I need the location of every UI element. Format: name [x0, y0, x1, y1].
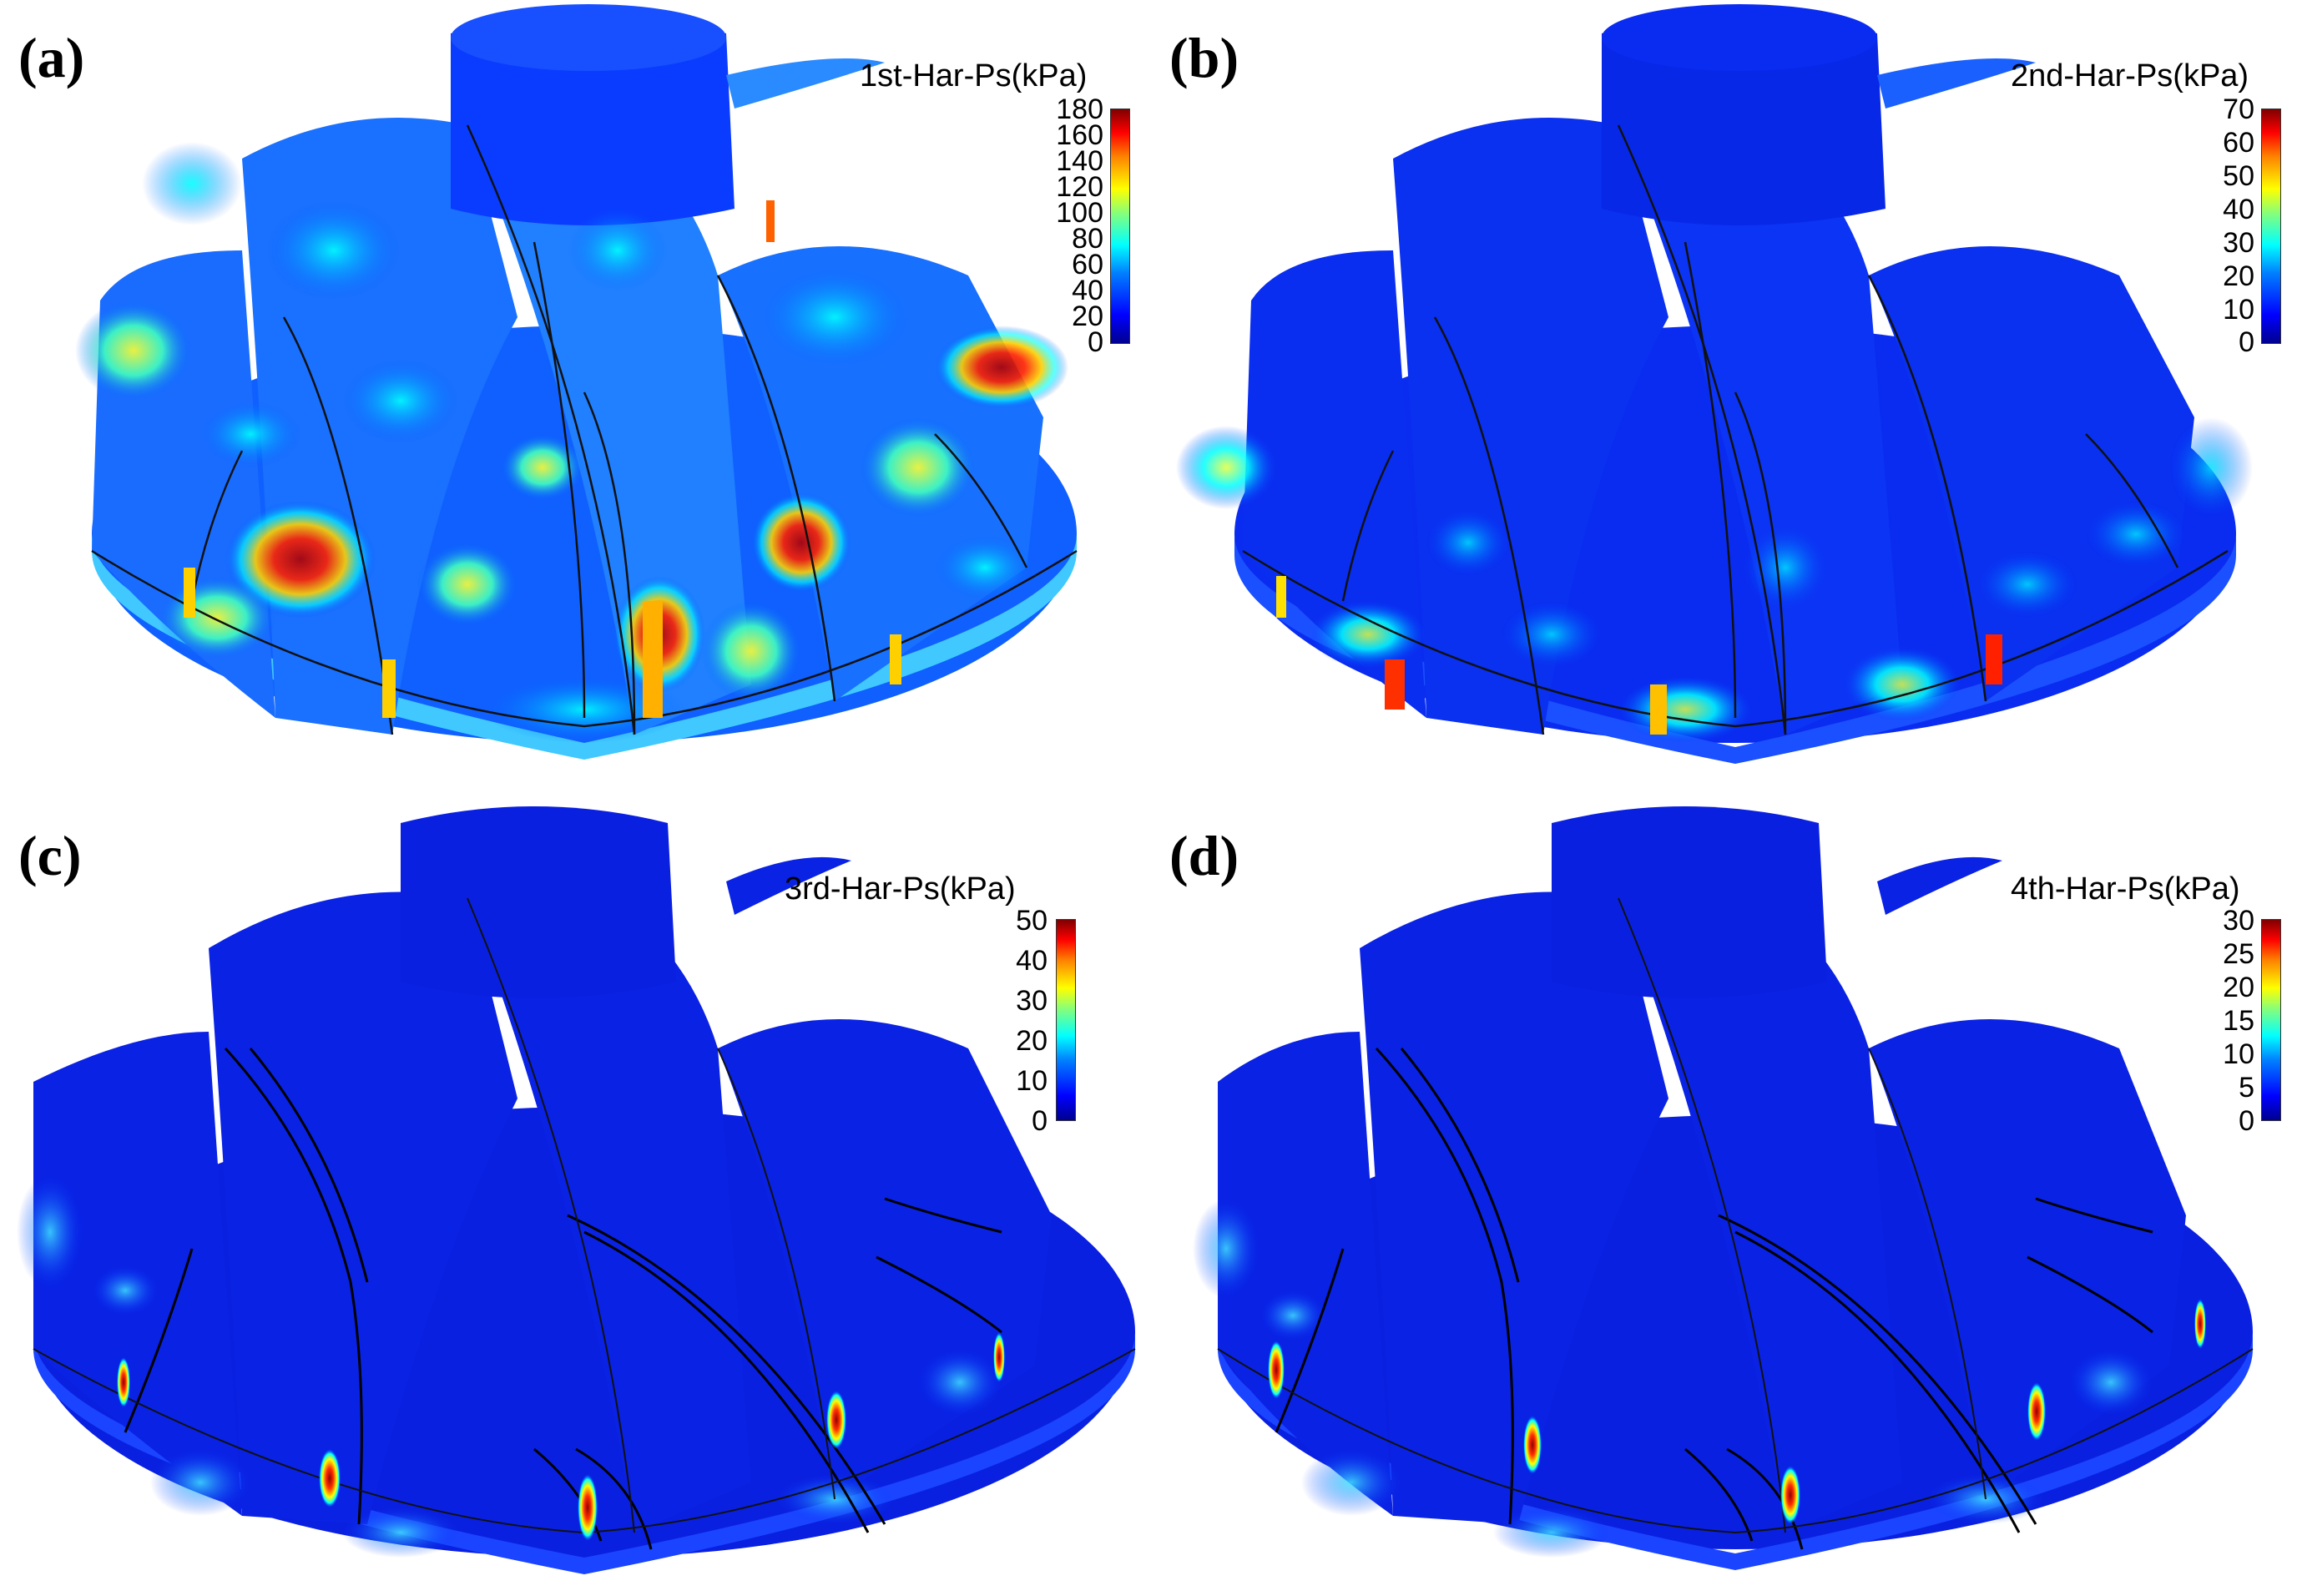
tick-label: 20 — [2223, 260, 2254, 292]
tick-label: 50 — [1016, 905, 1048, 937]
impeller-render-d — [1193, 806, 2254, 1570]
colorbar-title: 1st-Har-Ps(kPa) — [860, 58, 1088, 93]
panel-label: (c) — [18, 824, 82, 887]
panel-c: (c) 3rd-Har-Ps(kPa) 50 40 30 20 10 0 — [0, 798, 1151, 1596]
tick-label: 120 — [1056, 171, 1103, 203]
tick-label: 180 — [1056, 93, 1103, 125]
tick-label: 0 — [2239, 326, 2254, 358]
tick-label: 30 — [2223, 905, 2254, 937]
tick-label: 10 — [2223, 294, 2254, 326]
panel-label: (b) — [1169, 26, 1239, 89]
tick-label: 80 — [1072, 223, 1103, 255]
tick-label: 5 — [2239, 1072, 2254, 1104]
tick-label: 140 — [1056, 145, 1103, 177]
tick-label: 10 — [1016, 1065, 1048, 1097]
impeller-render-c — [17, 806, 1136, 1574]
impeller-render-a — [75, 4, 1078, 760]
tick-label: 70 — [2223, 93, 2254, 125]
tick-label: 20 — [2223, 972, 2254, 1003]
panel-label: (a) — [18, 26, 85, 89]
tick-label: 100 — [1056, 197, 1103, 229]
tick-label: 40 — [2223, 194, 2254, 225]
tick-label: 60 — [2223, 127, 2254, 159]
impeller-render-b — [1176, 4, 2253, 764]
colorbar-title: 3rd-Har-Ps(kPa) — [785, 871, 1016, 907]
panel-a: (a) 1st-Har-Ps(kPa) 180 160 140 120 100 … — [0, 0, 1151, 798]
colorbar — [1110, 109, 1130, 344]
tick-label: 0 — [2239, 1105, 2254, 1137]
tick-label: 160 — [1056, 119, 1103, 151]
tick-label: 30 — [2223, 227, 2254, 259]
tick-label: 40 — [1072, 275, 1103, 306]
tick-label: 60 — [1072, 249, 1103, 280]
colorbar — [1056, 919, 1076, 1121]
colorbar — [2261, 109, 2281, 344]
tick-label: 50 — [2223, 160, 2254, 192]
tick-label: 20 — [1072, 301, 1103, 332]
panel-d: (d) 4th-Har-Ps(kPa) 30 25 20 15 10 5 0 — [1151, 798, 2302, 1596]
tick-label: 20 — [1016, 1025, 1048, 1057]
tick-label: 25 — [2223, 938, 2254, 970]
tick-label: 0 — [1032, 1105, 1048, 1137]
panel-b: (b) 2nd-Har-Ps(kPa) 70 60 50 40 30 20 10… — [1151, 0, 2302, 798]
tick-label: 30 — [1016, 985, 1048, 1017]
colorbar-title: 4th-Har-Ps(kPa) — [2011, 871, 2240, 907]
colorbar-title: 2nd-Har-Ps(kPa) — [2011, 58, 2249, 93]
tick-label: 15 — [2223, 1005, 2254, 1037]
tick-label: 0 — [1088, 326, 1103, 358]
colorbar — [2261, 919, 2281, 1121]
tick-label: 40 — [1016, 945, 1048, 977]
tick-label: 10 — [2223, 1038, 2254, 1070]
panel-label: (d) — [1169, 824, 1239, 887]
